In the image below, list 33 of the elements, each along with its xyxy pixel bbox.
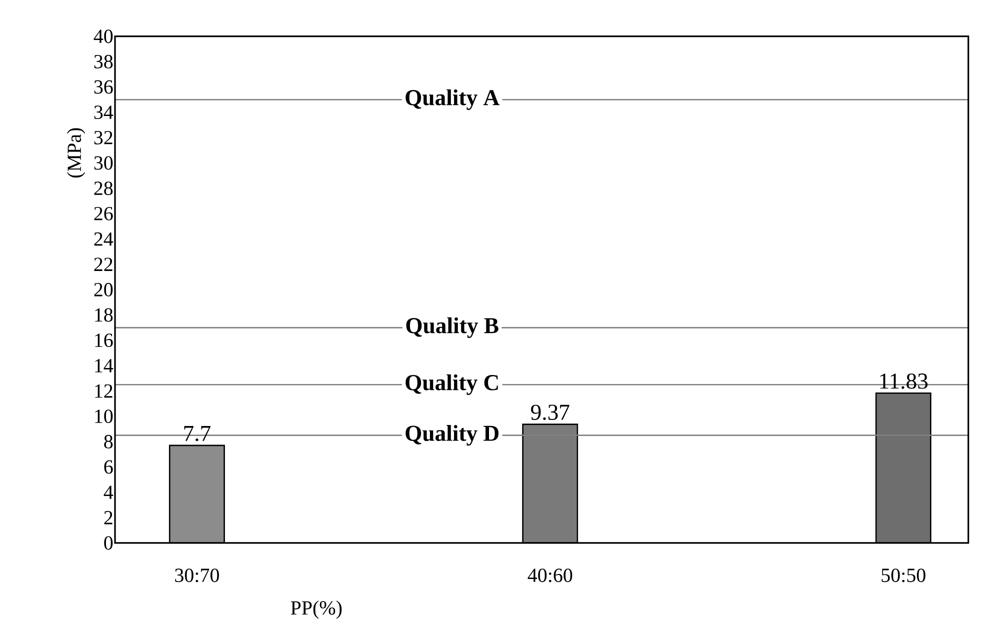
y-tick-label: 28 [94,182,113,196]
ref-line-label: Quality A [406,89,500,110]
ref-line-label: Quality D [406,425,498,446]
data-label: 9.37 [531,404,570,420]
y-tick-label: 34 [94,106,114,120]
y-tick-label: 18 [95,308,113,322]
x-tick-label: 40:60 [528,568,572,582]
x-tick-label: 50:50 [882,568,926,582]
y-tick-label: 0 [104,536,113,550]
y-tick-label: 36 [94,80,113,94]
y-tick-label: 10 [95,410,113,424]
x-axis-title: PP(%) [290,600,342,619]
data-label: 7.7 [184,426,210,442]
y-tick-label: 30 [94,156,113,170]
y-tick-label: 32 [94,130,112,144]
y-tick-label: 6 [104,460,113,474]
y-tick-label: 2 [104,511,112,524]
y-tick-label: 16 [95,334,113,348]
y-tick-label: 22 [94,258,112,271]
y-tick-label: 26 [94,206,113,220]
y-tick-label: 20 [94,282,113,296]
y-tick-label: 24 [94,232,114,246]
y-tick-label: 38 [94,54,113,68]
data-label: 11.83 [880,373,928,389]
y-tick-label: 12 [95,384,112,398]
y-tick-label: 8 [104,434,113,448]
ref-line-label: Quality C [406,374,498,395]
ref-line-label: Quality B [406,317,498,338]
y-tick-label: 40 [94,30,113,44]
x-tick-label: 30:70 [175,568,219,582]
y-tick-label: 4 [104,486,114,499]
y-tick-label: 14 [95,359,114,372]
y-axis-title: (MPa) [67,128,86,178]
